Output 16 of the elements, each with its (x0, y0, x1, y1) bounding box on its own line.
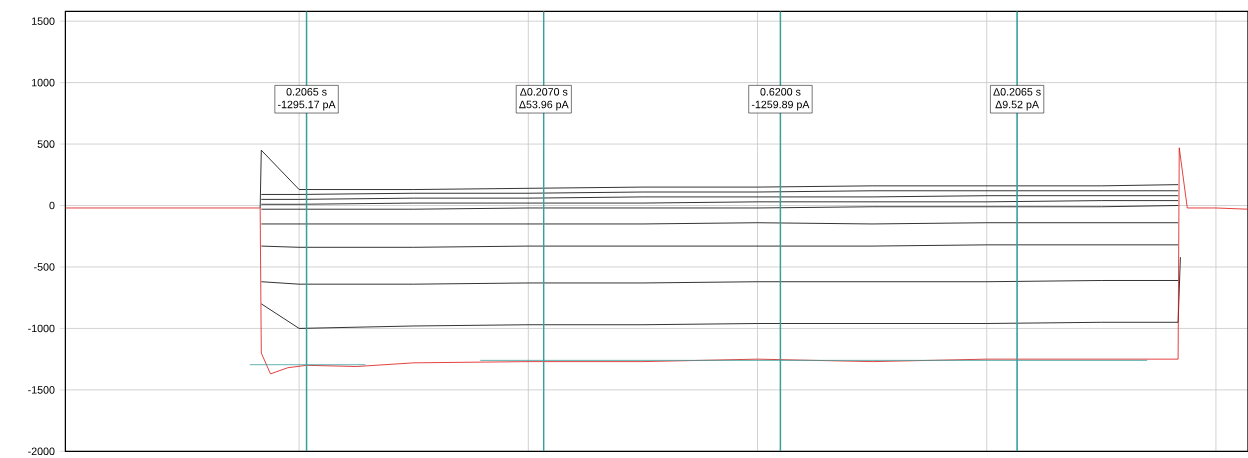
annotation: Δ9.52 pA (995, 100, 1039, 111)
y-tick-label: -1500 (28, 386, 55, 394)
y-tick-label: 0 (49, 201, 55, 210)
annotation: -1295.17 pA (277, 100, 336, 111)
annotation: Δ53.96 pA (519, 100, 569, 111)
ref-line-label: Δ0.2065 s (993, 88, 1041, 96)
y-tick-label: -1000 (28, 324, 55, 333)
y-tick-label: 1000 (32, 78, 55, 87)
y-tick-label: 1500 (32, 17, 55, 25)
ref-line-label: Δ0.2070 s (520, 88, 568, 96)
y-tick-label: 500 (37, 140, 55, 148)
annotation: -1259.89 pA (751, 100, 810, 111)
ref-line-label: 0.6200 s (760, 88, 801, 96)
y-tick-label: -500 (34, 263, 55, 271)
ref-line-label: 0.2065 s (286, 88, 327, 96)
y-tick-label: -2000 (28, 447, 55, 456)
